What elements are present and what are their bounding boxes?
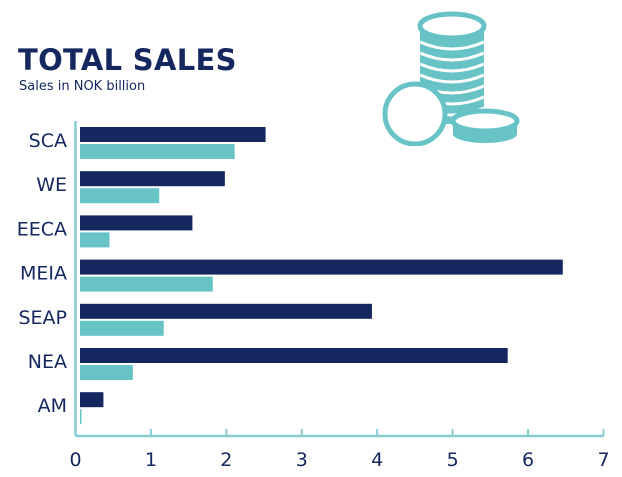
tick-labels: 0 1 2 3 4 5 6 7 (69, 449, 609, 471)
x-tick-label: 2 (220, 449, 232, 471)
x-tick-label: 4 (371, 449, 383, 471)
bar-meia-series-1 (80, 259, 563, 275)
category-label: EECA (17, 218, 67, 240)
category-label: NEA (28, 351, 67, 373)
bars-group (80, 127, 563, 425)
category-label: AM (38, 395, 67, 417)
bar-am-series-1 (80, 392, 104, 408)
coin-upright (382, 81, 448, 146)
category-label: MEIA (20, 263, 67, 285)
bar-nea-series-2 (80, 365, 133, 380)
coin-stack-icon (382, 11, 520, 146)
coin-flat-top (450, 108, 520, 134)
x-tick-label: 5 (447, 449, 459, 471)
x-tick-label: 1 (145, 449, 157, 471)
category-label: WE (36, 174, 67, 196)
chart-title: TOTAL SALES (18, 43, 237, 77)
coin-stack-top (417, 11, 487, 41)
bar-nea-series-1 (80, 348, 508, 363)
bar-seap-series-1 (80, 303, 372, 319)
bar-seap-series-2 (80, 320, 164, 336)
bar-sca-series-2 (80, 144, 235, 159)
bar-am-series-2 (80, 409, 82, 425)
bar-we-series-2 (80, 188, 160, 204)
axes-group (74, 121, 605, 438)
bar-meia-series-2 (80, 276, 213, 292)
category-label: SEAP (18, 307, 67, 329)
bar-sca-series-1 (80, 127, 266, 142)
bar-eeca-series-1 (80, 215, 193, 231)
category-labels: SCA WE EECA MEIA SEAP NEA AM (17, 130, 67, 417)
x-tick-label: 7 (597, 449, 609, 471)
x-tick-label: 0 (69, 449, 81, 471)
bar-eeca-series-2 (80, 232, 110, 248)
x-tick-label: 6 (522, 449, 534, 471)
category-label: SCA (29, 130, 67, 152)
x-tick-label: 3 (296, 449, 308, 471)
bar-we-series-1 (80, 171, 225, 187)
chart-subtitle: Sales in NOK billion (19, 79, 146, 94)
